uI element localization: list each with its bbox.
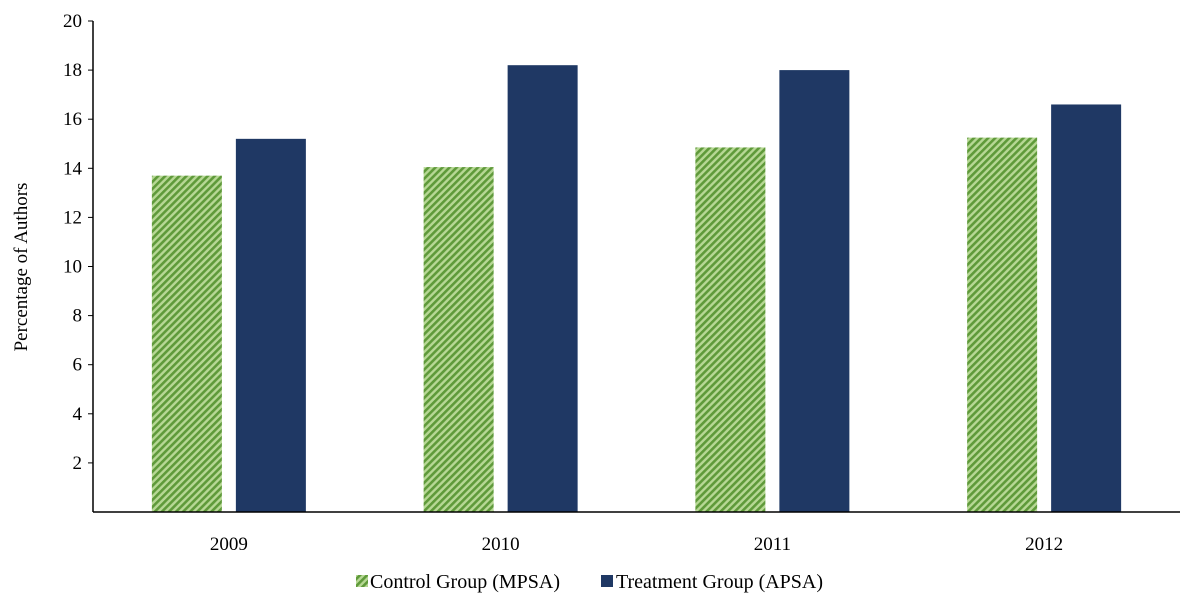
bar-treatment-2009 (235, 138, 306, 512)
x-tick-label: 2012 (1025, 534, 1063, 555)
legend-label-treatment: Treatment Group (APSA) (616, 571, 823, 593)
bar-treatment-2010 (507, 65, 578, 512)
axes (92, 21, 1180, 513)
y-tick-label: 4 (73, 404, 83, 425)
bars (151, 65, 1122, 513)
legend: Control Group (MPSA) Treatment Group (APS… (356, 571, 823, 593)
x-tick-label: 2010 (482, 534, 520, 555)
y-axis-title: Percentage of Authors (11, 183, 32, 352)
y-tick-label: 12 (63, 207, 82, 228)
y-tick-label: 10 (63, 257, 82, 278)
y-tick-label: 16 (63, 109, 82, 130)
y-tick-label: 6 (73, 355, 83, 376)
x-tick-label: 2009 (210, 534, 248, 555)
bar-treatment-2012 (1051, 104, 1122, 512)
bar-control-2011 (695, 147, 766, 512)
bar-treatment-2011 (779, 70, 850, 512)
x-axis-ticks: 2009 2010 2011 2012 (210, 534, 1063, 555)
y-tick-label: 18 (63, 60, 82, 81)
bar-control-2010 (423, 167, 494, 512)
legend-label-control: Control Group (MPSA) (370, 571, 560, 593)
y-tick-label: 14 (63, 158, 83, 179)
x-tick-label: 2011 (754, 534, 791, 555)
legend-swatch-treatment (601, 575, 613, 587)
y-tick-label: 20 (63, 11, 82, 32)
bar-control-2009 (151, 175, 222, 513)
y-tick-label: 8 (73, 306, 83, 327)
y-tick-label: 2 (73, 453, 83, 474)
legend-swatch-control (356, 575, 368, 587)
bar-control-2012 (967, 137, 1038, 513)
y-axis-ticks: 2 4 6 8 10 12 14 16 18 20 (63, 11, 93, 474)
